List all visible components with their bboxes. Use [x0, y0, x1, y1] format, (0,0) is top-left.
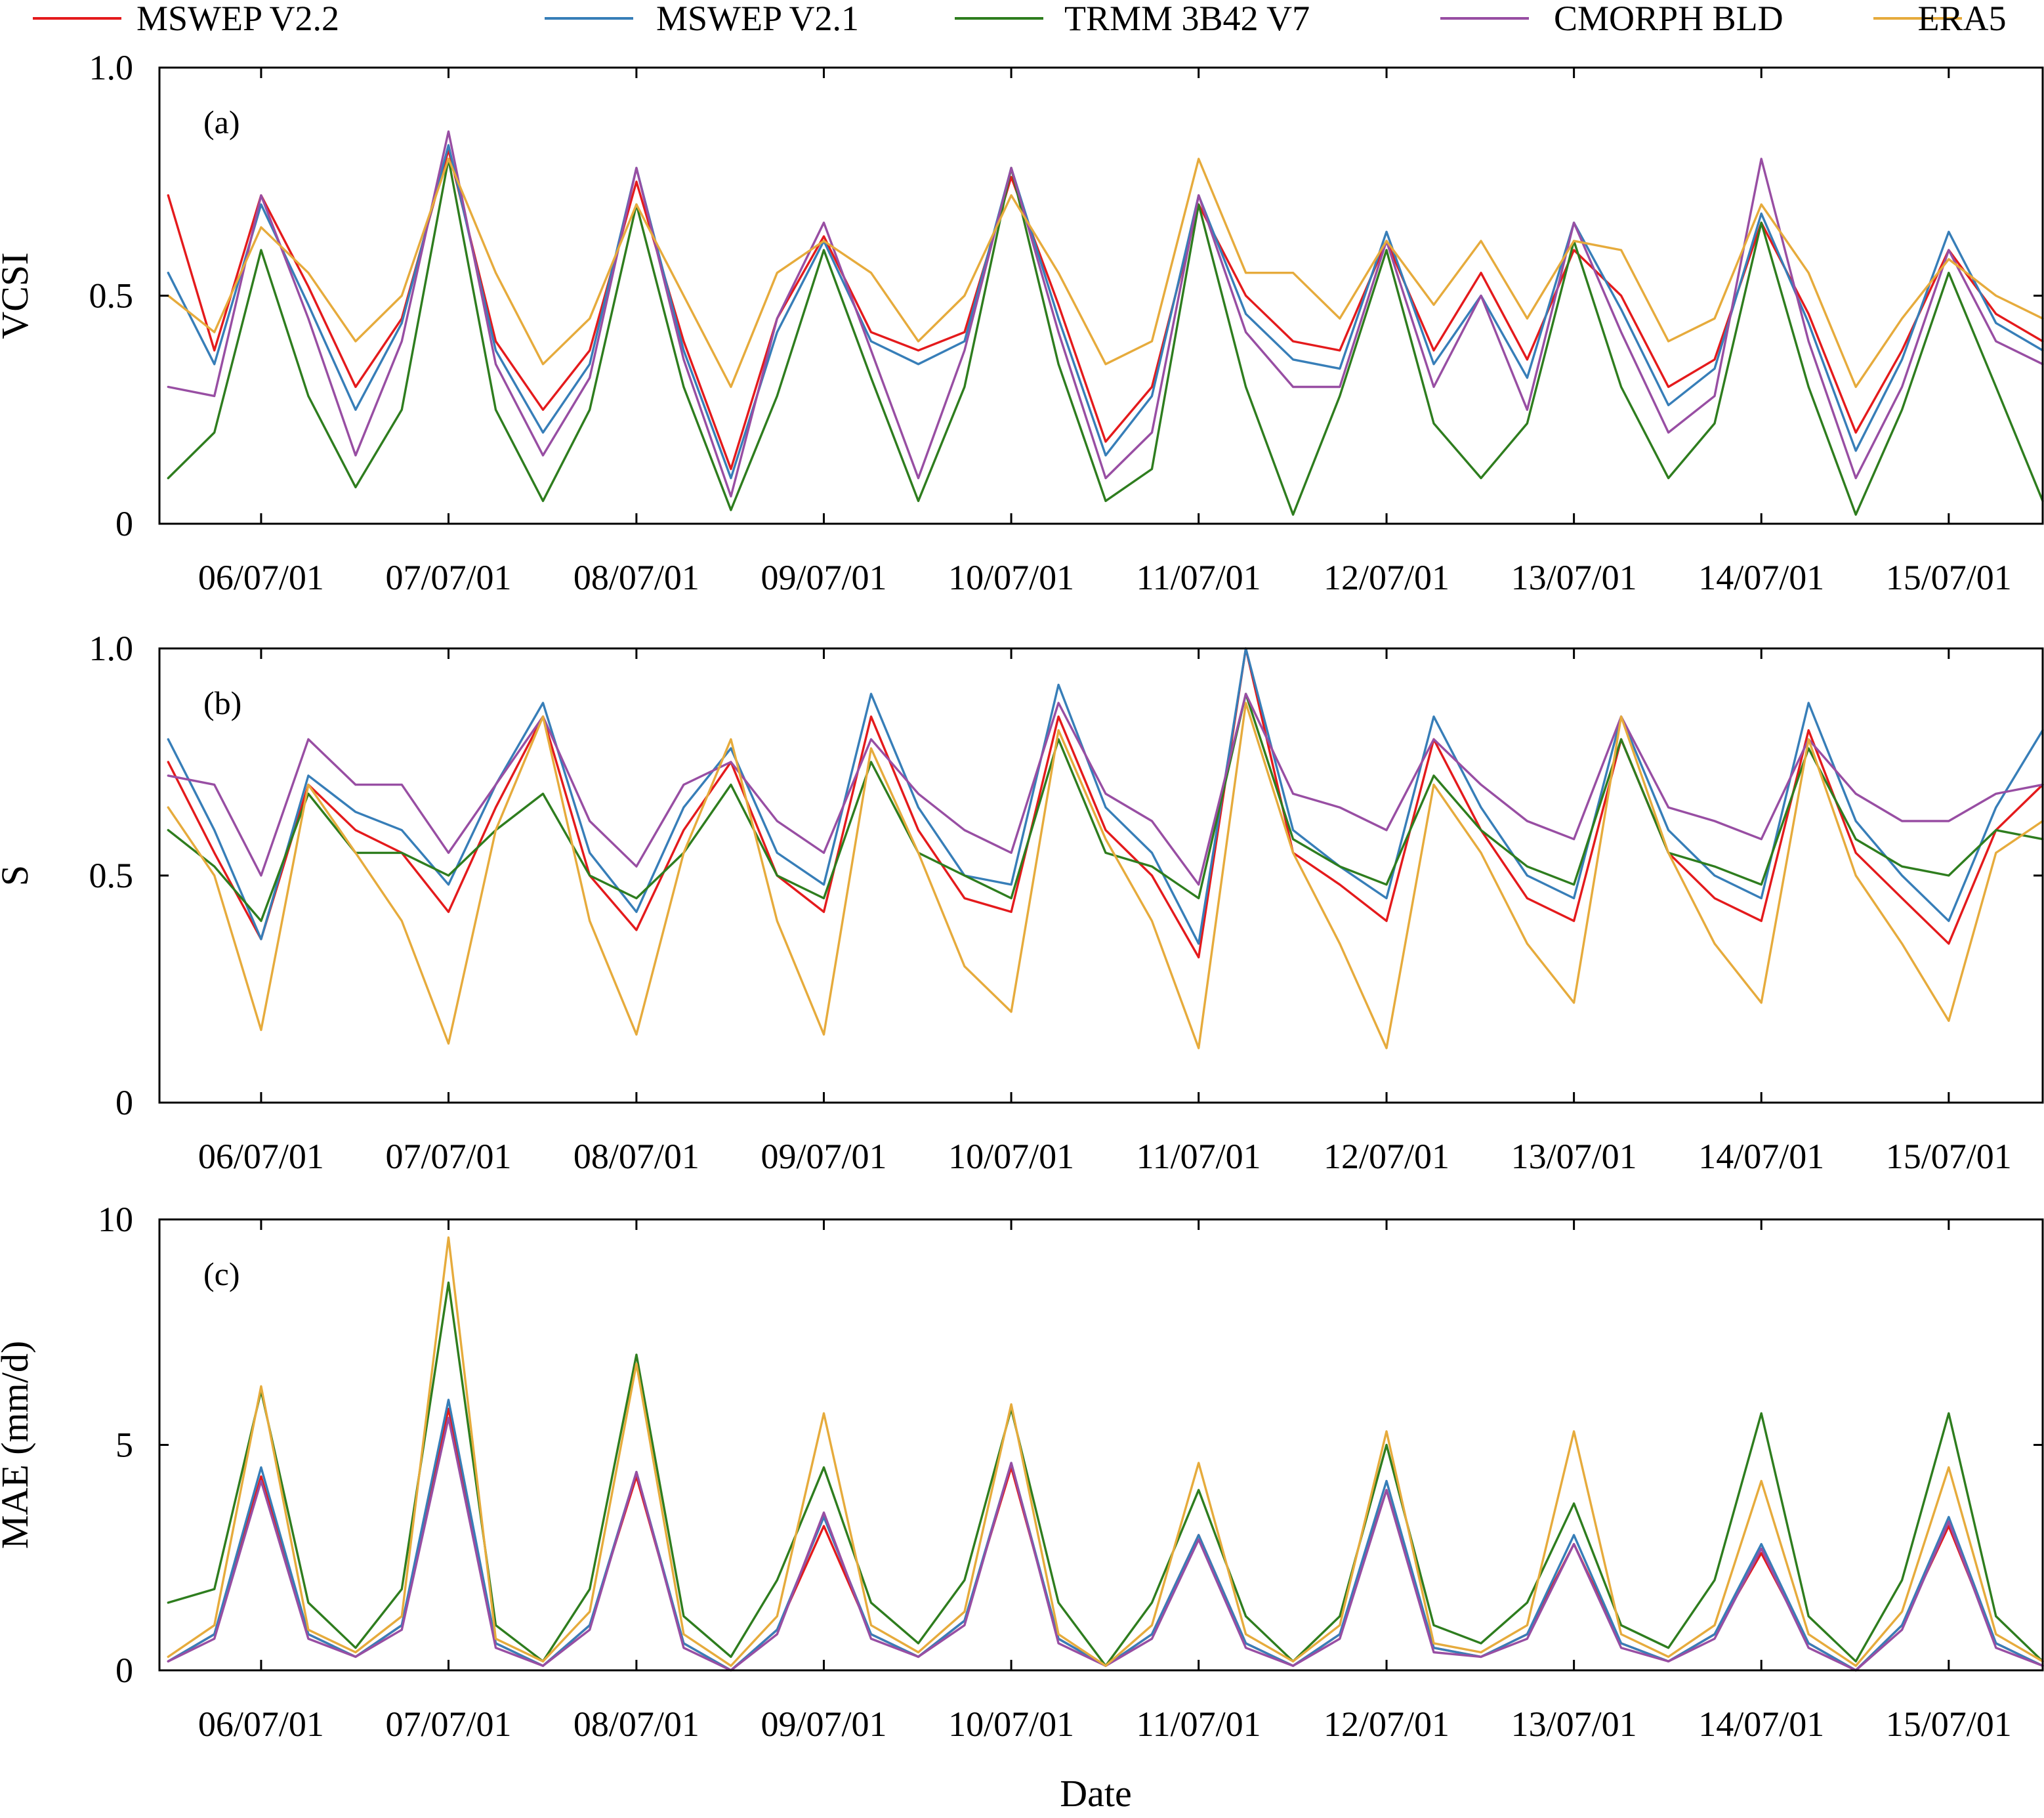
- series-line: [167, 130, 2044, 497]
- panel-label: (b): [203, 685, 241, 721]
- x-tick-label: 10/07/01: [948, 1137, 1074, 1176]
- panel-label: (a): [203, 104, 240, 140]
- x-tick-label: 12/07/01: [1324, 1704, 1450, 1744]
- y-tick-label: 0.5: [89, 276, 134, 316]
- legend-label: ERA5: [1918, 0, 2007, 38]
- legend-label: MSWEP V2.2: [136, 0, 339, 38]
- x-tick-label: 08/07/01: [574, 1704, 699, 1744]
- x-tick-label: 06/07/01: [198, 1137, 324, 1176]
- legend-label: TRMM 3B42 V7: [1064, 0, 1310, 38]
- panel-label: (c): [203, 1256, 240, 1292]
- x-tick-label: 07/07/01: [386, 1704, 512, 1744]
- legend-entry: CMORPH BLD: [1440, 0, 1783, 38]
- series-line: [167, 144, 2044, 480]
- x-tick-label: 07/07/01: [386, 1137, 512, 1176]
- x-tick-label: 06/07/01: [198, 558, 324, 597]
- x-tick-label: 08/07/01: [574, 558, 699, 597]
- series-line: [167, 647, 2044, 945]
- series-line: [167, 647, 2044, 959]
- plot-frame: [158, 66, 2044, 525]
- legend-label: MSWEP V2.1: [656, 0, 859, 38]
- x-tick-label: 15/07/01: [1886, 1137, 2012, 1176]
- x-tick-label: 11/07/01: [1137, 1137, 1261, 1176]
- y-tick-label: 5: [115, 1426, 133, 1465]
- x-tick-label: 14/07/01: [1698, 1704, 1824, 1744]
- x-tick-label: 07/07/01: [386, 558, 512, 597]
- x-axis-label: Date: [1060, 1772, 1132, 1815]
- x-tick-label: 06/07/01: [198, 1704, 324, 1744]
- y-tick-label: 10: [98, 1200, 133, 1239]
- y-axis-label: VCSI: [0, 252, 36, 339]
- y-axis-label: MAE (mm/d): [0, 1341, 36, 1549]
- x-tick-label: 09/07/01: [761, 558, 886, 597]
- x-tick-label: 14/07/01: [1698, 558, 1824, 597]
- legend-entry: MSWEP V2.2: [33, 0, 339, 38]
- chart-panel-c: 0 5 10 06/07/01 07/07/01 08/07/01 09/07/01 10/0…: [0, 1200, 2044, 1744]
- x-tick-label: 14/07/01: [1698, 1137, 1824, 1176]
- series-line: [167, 158, 2044, 389]
- x-tick-label: 13/07/01: [1511, 1137, 1637, 1176]
- x-tick-label: 15/07/01: [1886, 1704, 2012, 1744]
- x-tick-label: 13/07/01: [1511, 1704, 1637, 1744]
- y-tick-label: 0.5: [89, 856, 134, 895]
- series-line: [167, 1281, 2044, 1667]
- legend-entry: MSWEP V2.1: [545, 0, 859, 38]
- y-tick-label: 0: [115, 504, 133, 543]
- x-tick-label: 15/07/01: [1886, 558, 2012, 597]
- series-line: [167, 1399, 2044, 1672]
- legend-entry: ERA5: [1873, 0, 2007, 38]
- series-line: [167, 1407, 2044, 1672]
- x-tick-label: 09/07/01: [761, 1137, 886, 1176]
- series-line: [167, 692, 2044, 922]
- legend-entry: TRMM 3B42 V7: [955, 0, 1310, 38]
- series-line: [167, 158, 2044, 516]
- series-line: [167, 1236, 2044, 1667]
- legend: MSWEP V2.2 MSWEP V2.1 TRMM 3B42 V7 CMORPH B…: [33, 0, 2007, 38]
- y-tick-label: 0: [115, 1083, 133, 1122]
- y-axis-label: S: [0, 865, 36, 886]
- legend-label: CMORPH BLD: [1554, 0, 1783, 38]
- x-tick-label: 08/07/01: [574, 1137, 699, 1176]
- x-tick-label: 12/07/01: [1324, 1137, 1450, 1176]
- x-tick-label: 09/07/01: [761, 1704, 886, 1744]
- series-line: [167, 702, 2044, 1049]
- x-tick-label: 12/07/01: [1324, 558, 1450, 597]
- series-line: [167, 148, 2044, 471]
- y-tick-label: 1.0: [89, 629, 134, 668]
- x-tick-label: 10/07/01: [948, 1704, 1074, 1744]
- panels: 0 0.5 1.0 06/07/01 07/07/01 08/07/01 09/07/01 1…: [0, 48, 2044, 1744]
- y-tick-label: 0: [115, 1651, 133, 1690]
- y-tick-label: 1.0: [89, 48, 134, 87]
- x-tick-label: 11/07/01: [1137, 1704, 1261, 1744]
- x-tick-label: 10/07/01: [948, 558, 1074, 597]
- chart-panel-b: 0 0.5 1.0 06/07/01 07/07/01 08/07/01 09/07/01 1…: [0, 629, 2044, 1176]
- x-tick-label: 11/07/01: [1137, 558, 1261, 597]
- chart-panel-a: 0 0.5 1.0 06/07/01 07/07/01 08/07/01 09/07/01 1…: [0, 48, 2044, 597]
- x-tick-label: 13/07/01: [1511, 558, 1637, 597]
- series-line: [167, 692, 2044, 886]
